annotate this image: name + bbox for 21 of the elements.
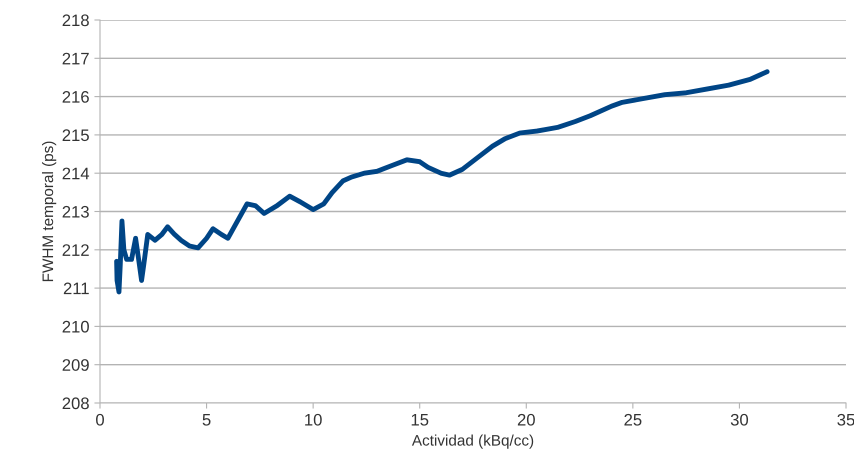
- y-tick-label: 209: [62, 359, 89, 371]
- x-tick-label: 20: [518, 414, 535, 426]
- y-axis-title: FWHM temporal (ps): [42, 142, 56, 282]
- y-tick-label: 208: [62, 397, 89, 410]
- y-tick-label: 213: [62, 206, 89, 218]
- x-tick-label: 15: [412, 414, 428, 426]
- y-tick-label: 210: [62, 320, 89, 333]
- x-tick-label: 25: [624, 414, 642, 426]
- y-tick-label: 214: [62, 168, 90, 180]
- y-tick-label: 211: [64, 282, 89, 294]
- x-axis-title: Actividad (kBq/cc): [412, 434, 534, 449]
- x-tick-label: 10: [305, 414, 322, 426]
- y-tick-label: 215: [62, 129, 89, 142]
- y-tick-label: 216: [62, 91, 89, 103]
- x-tick-label: 5: [202, 414, 211, 426]
- y-tick-label: 217: [62, 52, 89, 64]
- y-tick-label: 218: [62, 14, 89, 26]
- x-tick-label: 0: [96, 414, 104, 426]
- y-tick-label: 212: [62, 244, 89, 256]
- x-tick-label: 30: [730, 414, 748, 426]
- line-series: [114, 69, 770, 294]
